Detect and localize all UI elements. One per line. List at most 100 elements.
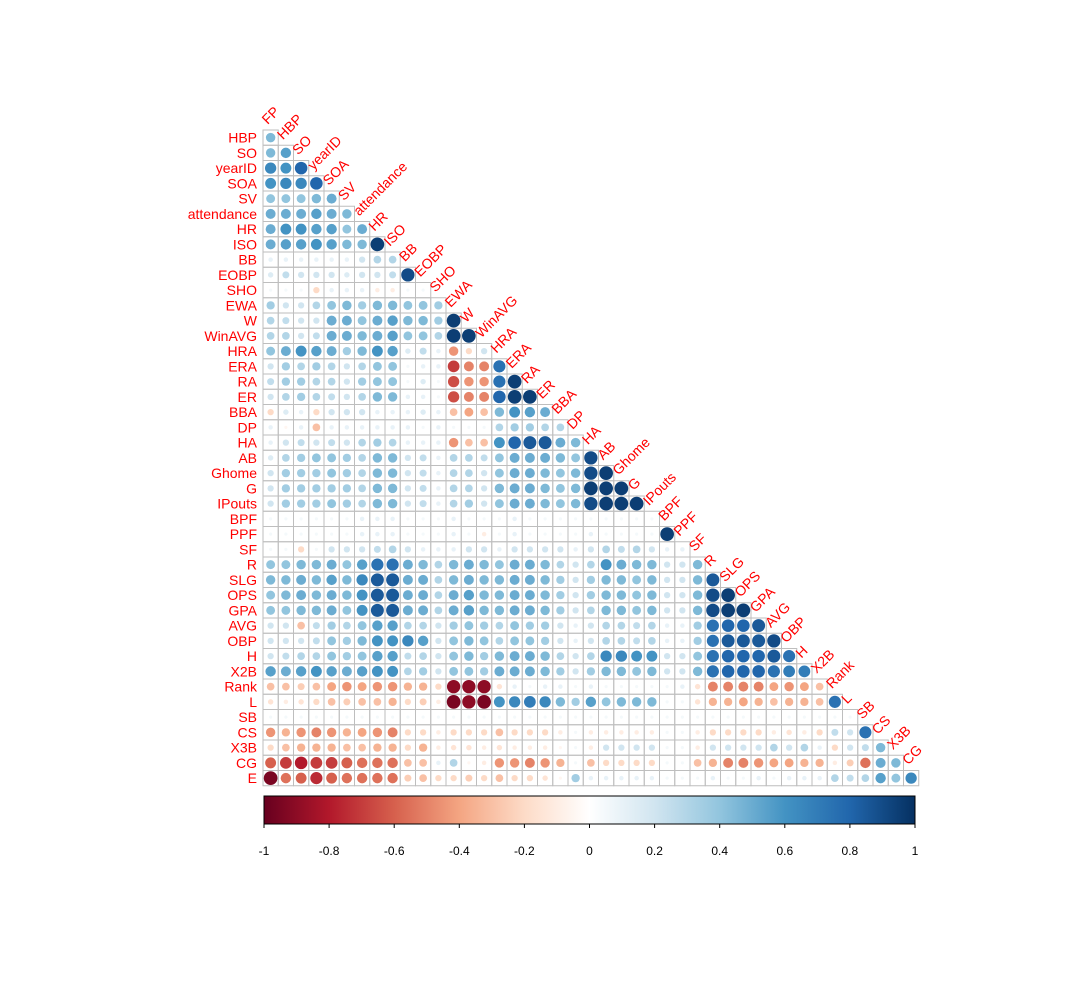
corr-circle-ERA-HRA [493,360,506,373]
corr-circle-L-RA [523,695,536,708]
corr-circle-BBA-SOA [328,408,335,416]
corr-circle-H-IPouts [646,650,658,662]
corr-circle-X3B-G [633,744,640,751]
row-label: BPF [230,511,257,527]
corr-circle-PPF-Ghome [619,532,623,536]
corr-circle-CG-EOBP [419,759,427,767]
row-label: Rank [224,679,258,695]
corr-circle-SB-SO [299,715,303,719]
corr-circle-G-HR [372,483,383,494]
corr-circle-SB-ISO [391,715,395,719]
corr-circle-OPS-SOA [326,590,337,601]
corr-circle-HA-BBA [555,437,566,448]
corr-circle-HA-FP [268,440,273,445]
corr-circle-Ghome-EWA [449,469,458,477]
corr-circle-EWA-SO [297,302,305,309]
corr-circle-CS-BBA [558,730,563,735]
corr-circle-PPF-W [467,532,471,536]
corr-circle-CG-HBP [279,756,292,769]
corr-circle-G-DP [570,483,581,494]
corr-circle-SHO-BB [406,288,410,292]
corr-circle-AVG-SHO [435,622,442,629]
corr-circle-BB-HBP [283,257,289,262]
corr-circle-E-HRA [495,774,504,782]
corr-circle-AB-ISO [387,453,398,463]
corr-circle-R-SF [692,559,703,570]
corr-circle-L-SLG [723,697,733,707]
corr-circle-EWA-HBP [282,302,290,309]
corr-circle-X2B-HRA [494,666,505,677]
corr-circle-CG-W [467,761,471,765]
column-label: SF [685,530,709,554]
corr-circle-E-Ghome [619,775,624,781]
corr-circle-G-ERA [509,483,520,494]
corr-circle-L-yearID [313,698,320,706]
corr-circle-PPF-IPouts [650,532,654,536]
corr-circle-X3B-Ghome [618,744,625,751]
corr-circle-R-ER [540,559,550,570]
corr-circle-R-G [631,559,642,570]
corr-circle-H-PPF [679,652,686,660]
corr-circle-OPS-SHO [434,591,443,599]
corr-circle-R-SO [296,559,306,570]
corr-circle-Rank-AB [604,685,608,689]
corr-circle-E-H [802,775,807,781]
corr-circle-E-WinAVG [480,774,488,782]
corr-circle-H-RA [524,651,535,662]
corr-circle-AB-ER [540,452,551,463]
corr-circle-OPS-ER [540,590,550,600]
corr-circle-AVG-HBP [282,622,290,629]
corr-circle-SB-SF [696,715,700,719]
corr-circle-H-HA [587,652,595,660]
corr-circle-ISO-HBP [280,239,292,250]
corr-circle-OBP-IPouts [648,637,656,645]
corr-circle-HR-SOA [326,223,337,235]
corr-circle-E-attendance [356,772,368,784]
corr-circle-R-WinAVG [479,559,489,570]
corr-circle-ER-HRA [493,390,506,404]
corr-circle-CG-AB [602,759,610,767]
corr-circle-X3B-ER [542,745,548,750]
corr-circle-HA-SOA [328,439,336,447]
corr-circle-yearID-SO [294,161,308,175]
corr-circle-Rank-SLG [723,681,734,692]
corr-circle-X2B-HR [371,665,383,677]
corr-circle-GPA-ISO [386,603,400,617]
corr-circle-ER-FP [267,393,274,401]
corr-circle-L-attendance [358,698,366,706]
corr-circle-PPF-G [635,532,639,536]
corr-circle-CG-HA [587,759,595,767]
corr-circle-OPS-EWA [448,590,459,601]
corr-circle-G-ER [540,483,550,494]
corr-circle-attendance-SO [296,208,307,219]
corr-circle-EOBP-BB [401,268,415,282]
corr-circle-H-R [706,650,719,663]
row-label: attendance [188,206,257,222]
corr-circle-PPF-ER [543,532,547,536]
corr-circle-Rank-SO [297,683,305,691]
corr-circle-E-OPS [741,776,745,780]
corr-circle-AVG-HR [372,620,383,631]
corr-circle-AVG-WinAVG [479,621,489,630]
corr-circle-CG-Rank [832,760,838,766]
corr-circle-BBA-RA [524,406,536,418]
corr-circle-BPF-SV [345,517,349,521]
corr-circle-SO-FP [265,148,276,158]
corr-circle-H-HR [372,650,383,662]
corr-circle-EOBP-attendance [358,271,366,279]
corr-circle-RA-SO [296,377,306,386]
corr-circle-CG-HR [372,757,383,769]
corr-circle-G-EOBP [419,484,427,492]
corr-circle-AVG-BBA [557,622,564,629]
corr-circle-GPA-HR [370,603,384,617]
corr-circle-SF-G [632,545,641,554]
row-label: X2B [231,663,257,679]
corr-circle-WinAVG-SV [341,330,352,341]
corr-circle-PPF-HBP [284,532,288,536]
corr-circle-OPS-yearID [311,590,322,600]
row-label: CS [238,724,257,740]
corr-circle-CS-HA [588,730,594,735]
corr-circle-SLG-RA [524,574,535,585]
corr-circle-E-CS [875,772,886,784]
corr-circle-Rank-AVG [769,682,779,692]
